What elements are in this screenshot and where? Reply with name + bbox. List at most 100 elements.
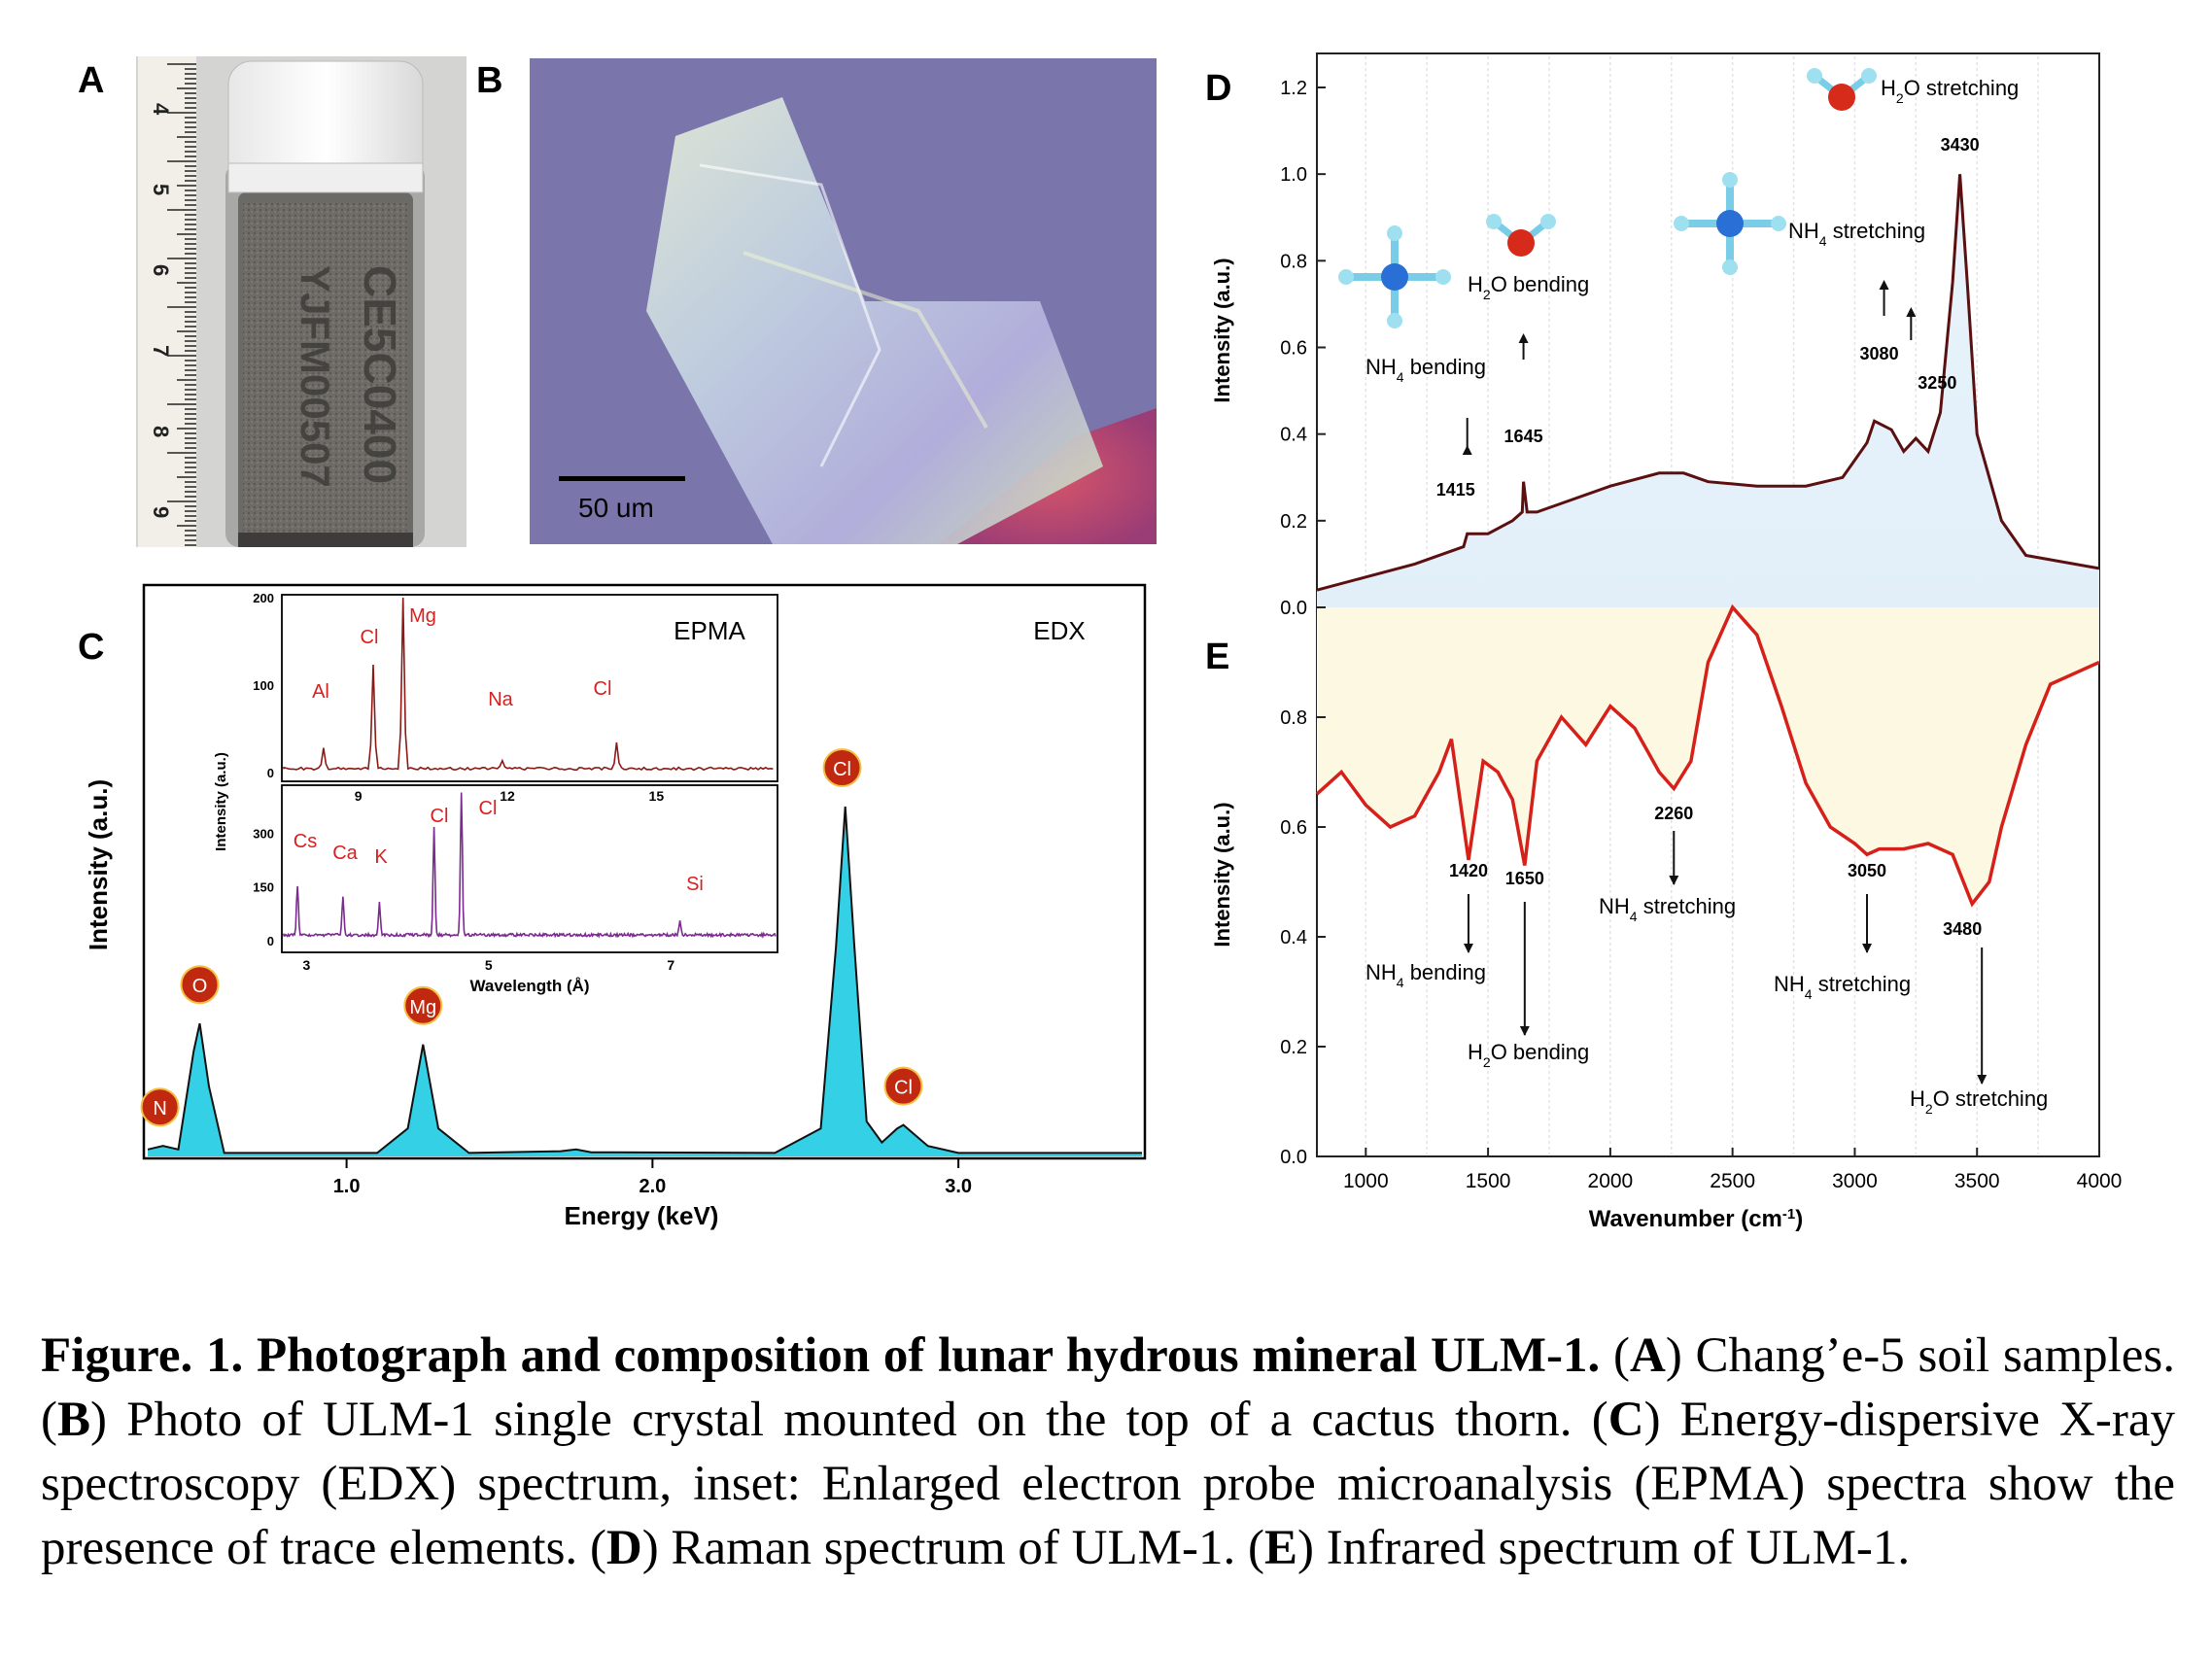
wavenumber-x-tick-label: 3000 — [1832, 1170, 1878, 1192]
h2o-stretching-molecule-icon — [1807, 68, 1877, 111]
epma-top-peak-label: Cl — [594, 678, 612, 700]
ir-y-tick-label: 0.0 — [1280, 1147, 1307, 1168]
epma-spectrum-bottom — [284, 793, 776, 937]
ir-y-tick-label: 0.8 — [1280, 707, 1307, 729]
caption-letter-d: D — [606, 1521, 642, 1575]
edx-y-axis-label: Intensity (a.u.) — [84, 779, 113, 950]
ruler-label: 9 — [149, 506, 173, 518]
ir-peak-arrowhead — [1520, 1026, 1530, 1036]
figure-caption: Figure. 1. Photograph and composition of… — [41, 1324, 2175, 1580]
ruler-label: 7 — [149, 345, 173, 357]
ir-peak-arrowhead — [1977, 1075, 1987, 1085]
epma-top-x-tick: 15 — [649, 788, 665, 804]
h2o-bending-molecule-icon — [1486, 214, 1556, 257]
raman-peak-arrowhead — [1906, 307, 1916, 317]
photo-crystal-micrograph: 50 um — [530, 58, 1157, 544]
raman-y-tick-label: 0.4 — [1280, 425, 1307, 446]
raman-peak-arrowhead — [1519, 333, 1529, 343]
caption-text-b: Photo of ULM-1 single crystal mounted on… — [107, 1393, 1592, 1447]
vial-label-id: YJFM00507 — [293, 265, 338, 488]
caption-letter-a: A — [1630, 1328, 1666, 1383]
raman-ir-chart: 0.00.20.40.60.81.01.20.00.20.40.60.81000… — [1200, 39, 2201, 1283]
epma-top-x-tick: 12 — [500, 788, 515, 804]
scale-bar-label: 50 um — [578, 493, 654, 523]
epma-bottom-peak-label: Si — [686, 874, 704, 895]
wavenumber-x-tick-label: 4000 — [2077, 1170, 2123, 1192]
caption-text-a: Chang’e-5 soil samples. — [1682, 1328, 2175, 1383]
edx-label: EDX — [1033, 616, 1085, 645]
panel-label-b: B — [476, 60, 502, 102]
raman-spectrum-fill — [1317, 174, 2099, 607]
ir-label-nh4-stretching: NH4 stretching — [1599, 894, 1736, 924]
ir-peak-value: 2260 — [1654, 804, 1693, 823]
raman-y-axis-label: Intensity (a.u.) — [1210, 258, 1234, 402]
caption-letter-c: C — [1608, 1393, 1644, 1447]
edx-x-tick-label: 1.0 — [333, 1176, 361, 1197]
nh4-stretching-molecule-icon — [1674, 172, 1786, 275]
edx-spectrum-line — [148, 807, 1142, 1153]
ir-y-axis-label: Intensity (a.u.) — [1210, 802, 1234, 947]
raman-label-nh4-stretching: NH4 stretching — [1788, 219, 1925, 249]
raman-label-nh4-bending: NH4 bending — [1365, 355, 1486, 385]
panel-label-a: A — [78, 60, 104, 102]
raman-peak-value: 3430 — [1941, 135, 1980, 155]
ir-y-tick-label: 0.2 — [1280, 1037, 1307, 1058]
epma-bottom-peak-label: Cl — [479, 798, 498, 819]
epma-bottom-peak-label: Cs — [294, 831, 317, 852]
wavenumber-x-tick-label: 2500 — [1710, 1170, 1755, 1192]
raman-peak-arrowhead — [1463, 445, 1472, 455]
wavenumber-x-tick-label: 2000 — [1588, 1170, 1634, 1192]
ir-peak-arrowhead — [1669, 876, 1678, 885]
ir-peak-value: 1650 — [1505, 869, 1544, 888]
edx-spectrum-fill — [148, 807, 1142, 1156]
ruler-label: 4 — [149, 103, 173, 116]
caption-text-e: Infrared spectrum of ULM-1. — [1314, 1521, 1910, 1575]
ir-label-h2o-stretching: H2O stretching — [1910, 1086, 2048, 1117]
raman-label-h2o-bending: H2O bending — [1468, 272, 1589, 302]
raman-y-tick-label: 0.8 — [1280, 251, 1307, 272]
ir-y-tick-label: 0.6 — [1280, 817, 1307, 839]
ruler-label: 8 — [149, 426, 173, 437]
raman-y-tick-label: 1.0 — [1280, 164, 1307, 186]
photo-soil-sample-vial: 456789 CE5C0400 YJFM00507 — [136, 56, 467, 547]
raman-peak-value: 1645 — [1504, 427, 1543, 446]
edx-peak-label: Cl — [894, 1078, 913, 1099]
edx-chart: 1.0 2.0 3.0 Intensity (a.u.) Energy (keV) … — [58, 573, 1176, 1254]
caption-letter-e: E — [1264, 1521, 1297, 1575]
raman-peak-arrowhead — [1880, 280, 1889, 290]
raman-peak-value: 3250 — [1918, 373, 1956, 393]
raman-peak-value: 3080 — [1860, 344, 1899, 363]
epma-top-peak-label: Mg — [409, 605, 436, 627]
raman-y-tick-label: 1.2 — [1280, 78, 1307, 99]
epma-y-axis-label: Intensity (a.u.) — [213, 752, 229, 851]
wavenumber-x-tick-label: 3500 — [1954, 1170, 2000, 1192]
epma-bottom-x-tick: 7 — [667, 957, 674, 973]
ir-y-tick-label: 0.4 — [1280, 927, 1307, 948]
epma-bottom-x-tick: 3 — [303, 957, 311, 973]
epma-bottom-x-tick: 5 — [485, 957, 493, 973]
ir-spectrum-fill — [1317, 607, 2099, 904]
caption-text-d: Raman spectrum of ULM-1. — [659, 1521, 1248, 1575]
ir-peak-value: 3050 — [1848, 861, 1886, 880]
epma-bottom-y-tick: 150 — [253, 880, 274, 895]
ir-peak-arrowhead — [1464, 944, 1473, 953]
epma-top-x-tick: 9 — [355, 788, 363, 804]
wavenumber-axis-label: Wavenumber (cm-1) — [1589, 1206, 1804, 1233]
raman-peak-value: 1415 — [1436, 480, 1475, 500]
raman-y-tick-label: 0.0 — [1280, 598, 1307, 619]
caption-title: Figure. 1. Photograph and composition of… — [41, 1328, 1600, 1383]
epma-top-y-tick: 0 — [267, 766, 274, 780]
epma-bottom-peak-label: Cl — [431, 806, 449, 827]
ir-label-nh4-bending: NH4 bending — [1365, 960, 1486, 990]
scale-bar — [559, 476, 685, 481]
epma-top-peak-label: Al — [312, 681, 329, 703]
wavenumber-x-tick-label: 1000 — [1343, 1170, 1389, 1192]
epma-top-peak-label: Cl — [361, 627, 379, 648]
edx-x-tick-label: 3.0 — [945, 1176, 972, 1197]
epma-bottom-y-tick: 300 — [253, 826, 274, 841]
epma-top-peak-label: Na — [488, 689, 513, 710]
edx-x-tick-label: 2.0 — [639, 1176, 666, 1197]
ir-peak-arrowhead — [1862, 944, 1872, 953]
caption-letter-b: B — [57, 1393, 90, 1447]
raman-y-tick-label: 0.2 — [1280, 511, 1307, 533]
